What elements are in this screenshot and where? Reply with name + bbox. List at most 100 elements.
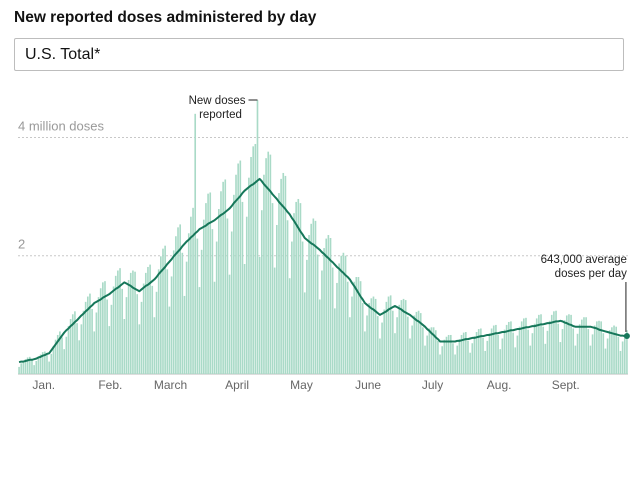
bar: [194, 113, 197, 375]
bar: [413, 315, 416, 374]
bar: [456, 345, 459, 374]
bar: [514, 347, 517, 374]
bar: [467, 340, 469, 374]
bar: [24, 359, 27, 374]
bar: [449, 334, 452, 374]
bar: [426, 335, 428, 374]
bar: [445, 336, 448, 374]
bar: [235, 174, 237, 374]
bar: [222, 181, 224, 374]
bar: [172, 250, 175, 374]
bar: [611, 327, 613, 374]
bar: [273, 267, 276, 374]
bar: [538, 314, 540, 374]
annotation: doses per day: [555, 268, 627, 280]
bar: [291, 241, 293, 374]
bar: [28, 356, 31, 374]
bar: [102, 282, 104, 374]
bar: [376, 316, 379, 374]
average-line: [18, 177, 628, 364]
bar: [409, 338, 411, 374]
bar: [69, 319, 72, 374]
bar: [192, 207, 194, 374]
bar: [353, 281, 355, 374]
bar: [166, 269, 169, 374]
bar: [368, 303, 370, 374]
bar: [333, 308, 336, 374]
bar: [475, 332, 478, 374]
bar: [546, 330, 549, 374]
bar: [215, 241, 218, 374]
x-tick-label: Sept.: [552, 378, 580, 392]
bar: [507, 321, 510, 374]
bar: [233, 194, 235, 374]
bar: [284, 175, 287, 374]
bar: [267, 151, 270, 374]
bar: [385, 301, 388, 374]
bar: [415, 311, 418, 374]
bar: [80, 324, 83, 374]
bar: [164, 245, 166, 374]
bar: [258, 256, 261, 374]
x-tick-label: Jan.: [32, 378, 55, 392]
bar: [331, 267, 334, 374]
bar: [531, 333, 534, 374]
bar: [278, 193, 280, 374]
bar: [550, 314, 553, 374]
bar: [527, 329, 529, 374]
bar: [484, 350, 486, 374]
bar: [183, 295, 186, 374]
x-tick-label: July: [422, 378, 443, 392]
bar: [56, 334, 59, 374]
x-tick-label: June: [355, 378, 381, 392]
bar: [561, 329, 564, 374]
bar: [374, 298, 377, 374]
bar: [349, 317, 351, 374]
bar: [553, 311, 555, 374]
bar: [198, 287, 201, 374]
bar: [518, 326, 521, 374]
bar: [276, 224, 278, 374]
bar: [282, 172, 285, 374]
bar: [86, 296, 89, 374]
bar: [529, 345, 532, 374]
bar: [422, 327, 424, 374]
bar: [398, 304, 401, 374]
bar: [452, 343, 454, 374]
bar: [626, 330, 628, 374]
bar: [535, 318, 538, 374]
bar: [71, 314, 74, 374]
bar: [41, 352, 44, 374]
bar: [482, 337, 484, 374]
bar: [441, 346, 444, 374]
bar: [486, 340, 489, 374]
bar: [559, 342, 562, 374]
bar: [458, 339, 461, 374]
bar: [437, 340, 439, 374]
bar: [46, 355, 48, 374]
bar: [312, 218, 315, 374]
bar: [144, 272, 147, 374]
bar: [596, 321, 598, 374]
bar: [18, 366, 20, 374]
bar: [61, 337, 63, 374]
bar: [608, 330, 611, 374]
bar: [555, 310, 557, 374]
bar: [39, 354, 42, 374]
bar: [175, 236, 177, 374]
bar: [181, 252, 184, 374]
bar: [568, 314, 570, 374]
bar: [602, 333, 605, 374]
bar: [185, 261, 188, 374]
bar: [327, 235, 330, 374]
bar: [542, 326, 544, 374]
annotation: New doses: [189, 95, 246, 107]
bar: [325, 238, 328, 374]
bar: [576, 333, 579, 374]
bar: [338, 263, 340, 374]
bar: [82, 310, 85, 374]
bar: [269, 154, 272, 374]
region-selector[interactable]: U.S. Total*: [14, 38, 624, 71]
bar: [63, 349, 65, 374]
